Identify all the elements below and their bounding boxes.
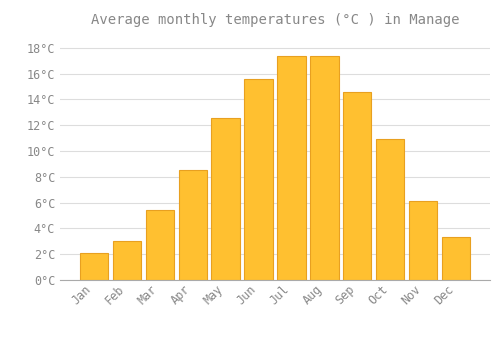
Bar (212, 118, 240, 280)
Bar (442, 237, 470, 280)
Bar (178, 170, 206, 280)
Bar (410, 201, 438, 280)
Bar (278, 56, 305, 280)
Bar (244, 79, 272, 280)
Bar (310, 56, 338, 280)
Title: Average monthly temperatures (°C ) in Manage: Average monthly temperatures (°C ) in Ma… (91, 13, 459, 27)
Bar (376, 139, 404, 280)
Bar (146, 210, 174, 280)
Bar (344, 92, 371, 280)
Bar (112, 241, 140, 280)
Bar (80, 253, 108, 280)
